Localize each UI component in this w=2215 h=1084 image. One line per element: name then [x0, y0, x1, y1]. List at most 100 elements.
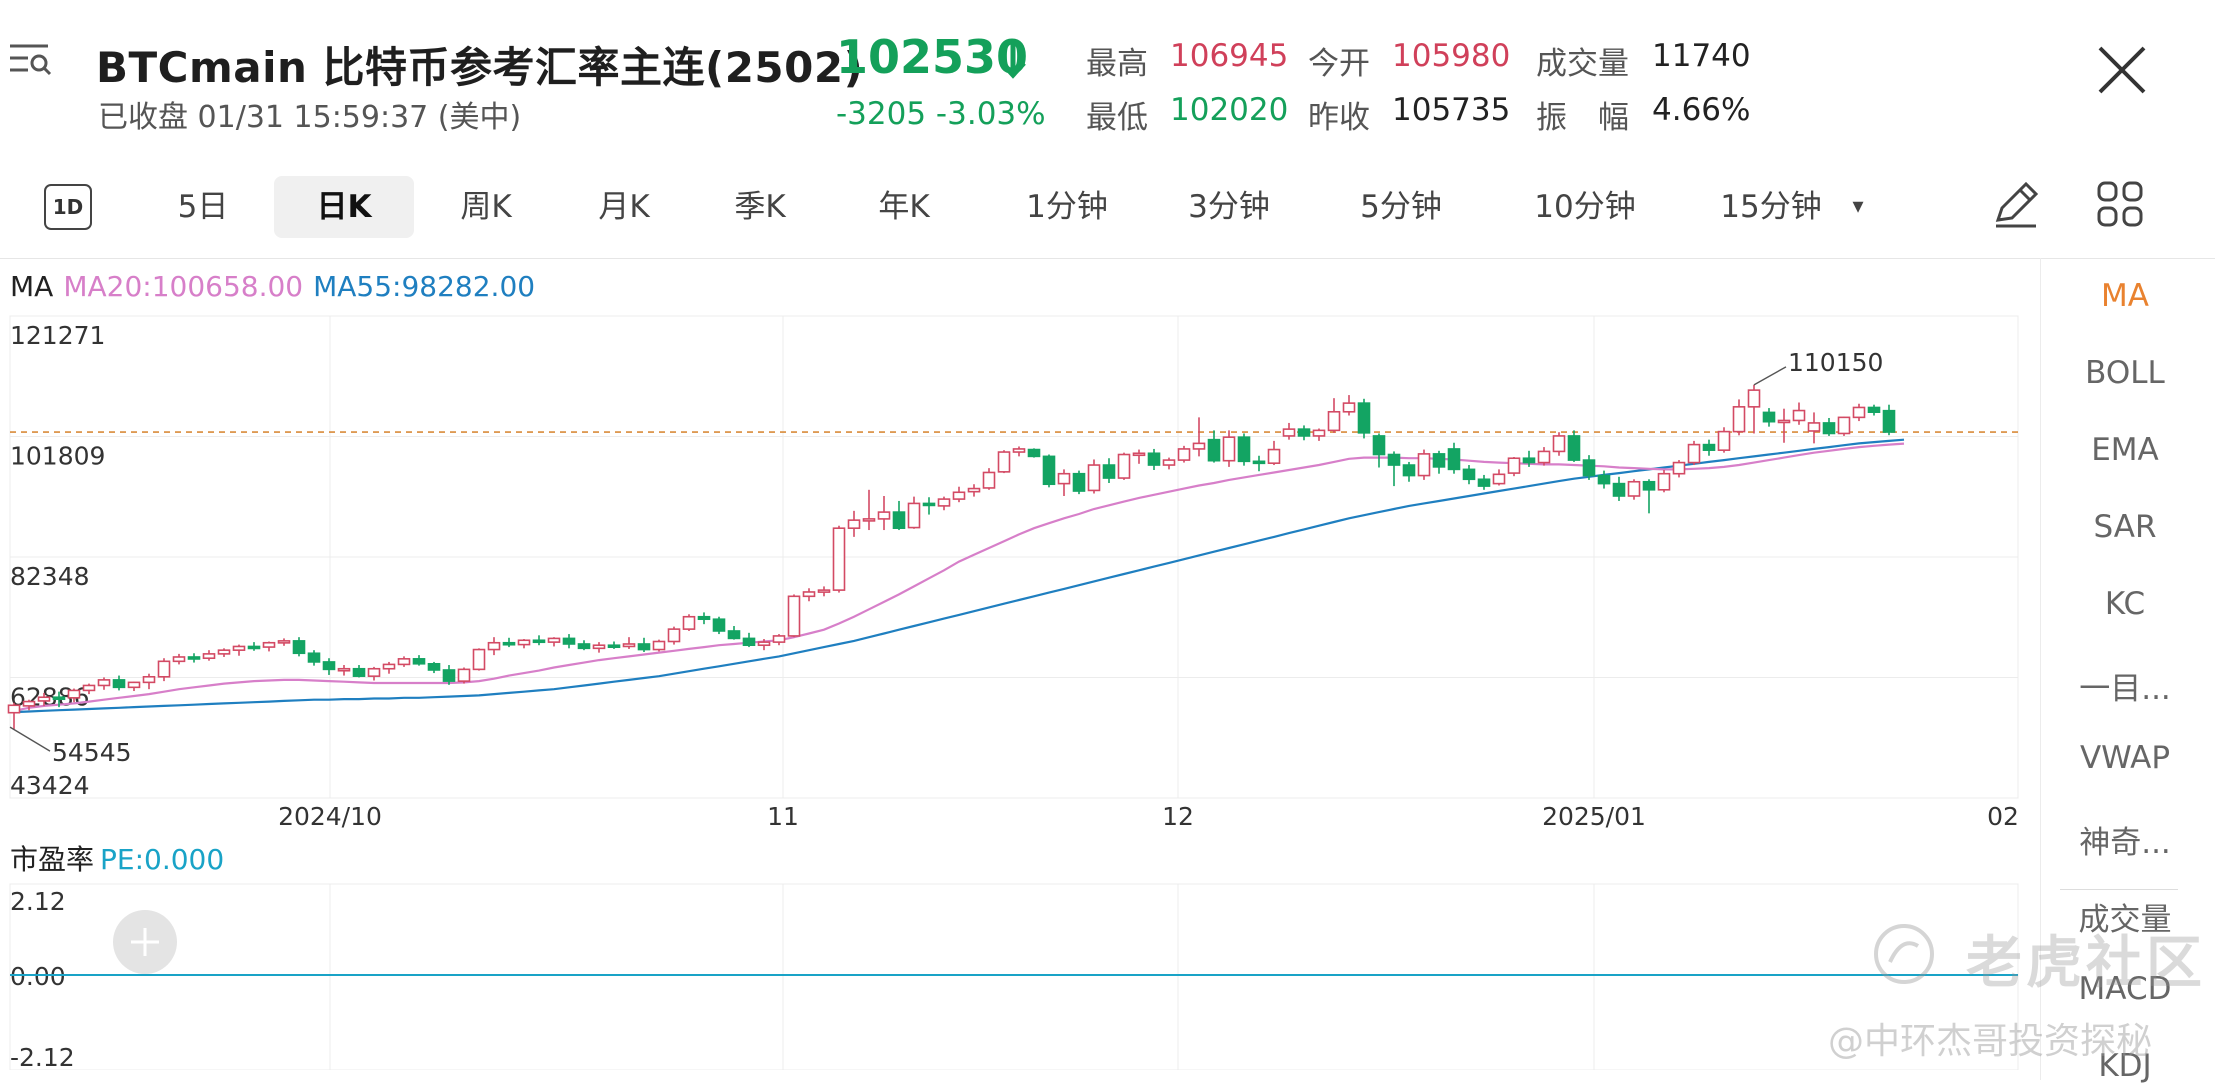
candle-up — [937, 498, 951, 507]
x-tick-label: 2024/10 — [278, 802, 382, 831]
candle-up — [277, 640, 291, 644]
x-tick-label: 02 — [1987, 802, 2019, 831]
candle-down — [1357, 402, 1371, 434]
candle-down — [1207, 438, 1221, 462]
candle-down — [1522, 457, 1536, 464]
pe-plot-frame — [9, 883, 2019, 1070]
ma55-line — [13, 438, 1905, 714]
candle-down — [1462, 468, 1476, 481]
add-indicator-button[interactable] — [113, 910, 177, 974]
candle-down — [1822, 422, 1836, 435]
candle-down — [442, 669, 456, 682]
last-price: 102530 — [836, 30, 1029, 84]
side-panel-divider — [2040, 258, 2041, 1080]
candle-up — [487, 641, 501, 651]
candle-down — [562, 637, 576, 645]
candle-down — [1237, 436, 1251, 463]
tab-period[interactable]: 周K — [460, 189, 512, 225]
tab-period[interactable]: 3分钟 — [1188, 189, 1270, 225]
tab-period[interactable]: 日K — [274, 176, 414, 238]
header-divider — [0, 258, 2215, 259]
candle-up — [262, 641, 276, 648]
candle-down — [1402, 464, 1416, 477]
stat-value: 4.66% — [1652, 92, 1751, 128]
y-tick-label: 121271 — [10, 321, 105, 350]
pe-tick-label: 2.12 — [10, 887, 66, 916]
price-change: -3205 -3.03% — [836, 96, 1046, 132]
candle-down — [427, 662, 441, 671]
candle-down — [1297, 428, 1311, 437]
menu-search-icon[interactable] — [8, 40, 54, 80]
candle-up — [652, 640, 666, 651]
indicator-item[interactable]: MACD — [2078, 971, 2172, 1007]
candle-down — [727, 630, 741, 640]
candle-down — [1612, 482, 1626, 497]
indicator-item[interactable]: SAR — [2093, 509, 2157, 545]
candle-up — [997, 451, 1011, 473]
candle-up — [457, 668, 471, 682]
candle-up — [37, 696, 51, 702]
candle-up — [1012, 448, 1026, 453]
tab-period[interactable]: 10分钟 — [1534, 189, 1636, 225]
candle-down — [892, 511, 906, 529]
candle-up — [1282, 428, 1296, 437]
candle-down — [247, 645, 261, 650]
candle-up — [1342, 402, 1356, 413]
indicator-item[interactable]: 成交量 — [2078, 902, 2172, 938]
tab-period[interactable]: 季K — [734, 189, 786, 225]
candle-up — [817, 589, 831, 593]
candle-up — [157, 660, 171, 678]
indicator-item[interactable]: KC — [2104, 586, 2146, 622]
candle-down — [1432, 453, 1446, 468]
candle-down — [1642, 480, 1656, 491]
indicator-item[interactable]: 一目... — [2079, 671, 2171, 707]
candle-up — [757, 641, 771, 647]
grid-icon[interactable] — [2096, 180, 2144, 228]
candle-up — [1117, 453, 1131, 479]
market-status: 已收盘 01/31 15:59:37 (美中) — [98, 100, 522, 135]
candle-up — [127, 681, 141, 689]
candle-down — [52, 696, 66, 701]
tab-period[interactable]: 年K — [878, 189, 930, 225]
period-1d-icon[interactable]: 1D — [44, 184, 92, 230]
candle-up — [1057, 472, 1071, 485]
indicator-item[interactable]: EMA — [2091, 432, 2159, 468]
indicator-item[interactable]: 神奇... — [2079, 825, 2171, 861]
indicator-item[interactable]: BOLL — [2085, 355, 2165, 391]
candle-down — [112, 679, 126, 689]
tab-period[interactable]: 月K — [598, 189, 650, 225]
pe-tick-label: 0.00 — [10, 962, 66, 991]
candle-up — [67, 689, 81, 699]
watermark-text: 老虎社区 — [1966, 931, 2206, 996]
close-icon[interactable] — [2090, 38, 2154, 102]
tab-period[interactable]: 5日 — [177, 189, 229, 225]
candle-down — [1477, 478, 1491, 487]
candle-up — [547, 637, 561, 643]
pe-legend-label: 市盈率 — [10, 843, 95, 876]
candle-up — [202, 653, 216, 660]
pencil-icon[interactable] — [1990, 178, 2042, 230]
candle-up — [1552, 435, 1566, 453]
candle-up — [667, 628, 681, 643]
indicator-separator — [2060, 889, 2178, 890]
indicator-item[interactable]: MA — [2101, 278, 2149, 314]
tab-period[interactable]: 1分钟 — [1026, 189, 1108, 225]
ma20-value: MA20:100658.00 — [63, 270, 304, 303]
indicator-item[interactable]: VWAP — [2079, 740, 2171, 776]
candle-down — [1372, 435, 1386, 456]
candle-up — [367, 667, 381, 677]
candle-down — [607, 644, 621, 649]
x-tick-label: 12 — [1162, 802, 1194, 831]
candle-down — [502, 641, 516, 646]
candle-up — [622, 643, 636, 648]
tab-period[interactable]: 15分钟 — [1720, 189, 1822, 225]
candle-down — [1762, 411, 1776, 423]
stat-value: 105735 — [1392, 92, 1511, 128]
candle-up — [1507, 457, 1521, 474]
dropdown-arrow-icon[interactable]: ▾ — [1852, 194, 1864, 219]
indicator-item[interactable]: KDJ — [2098, 1048, 2152, 1084]
candlestick-chart[interactable]: 1212711018098234862886434242024/10111220… — [0, 300, 2040, 1070]
tab-period[interactable]: 5分钟 — [1360, 189, 1442, 225]
candle-down — [187, 656, 201, 660]
candle-up — [1747, 389, 1761, 408]
